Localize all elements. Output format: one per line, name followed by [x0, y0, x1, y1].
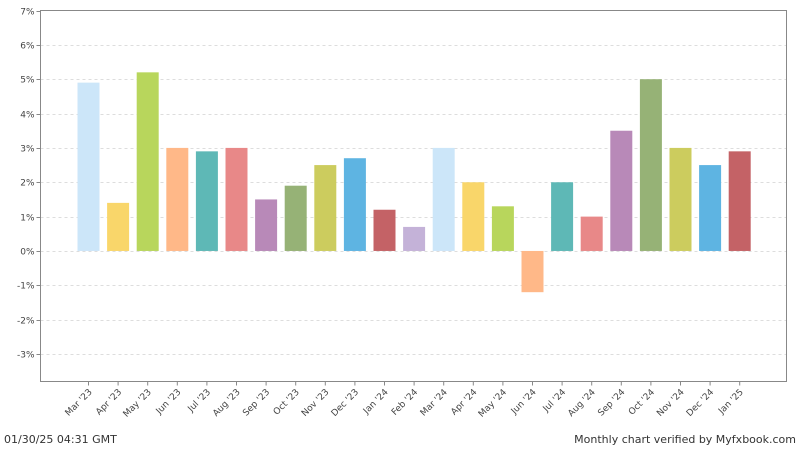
x-tick-label: Apr '24	[449, 387, 479, 417]
x-tick-label: Nov '23	[300, 388, 331, 419]
x-tick-label: Aug '24	[566, 387, 598, 419]
y-tick-label: 4%	[20, 111, 35, 121]
bar	[373, 209, 396, 251]
bar	[225, 147, 248, 251]
grid-layer	[40, 45, 787, 355]
bars-layer	[77, 72, 751, 293]
x-tick-label: Feb '24	[390, 387, 420, 417]
bar	[403, 226, 426, 251]
x-tick-label: Oct '23	[272, 388, 302, 418]
bar	[728, 151, 751, 251]
x-tick-label: Aug '23	[211, 388, 242, 419]
bar	[432, 147, 455, 251]
x-tick-label: Nov '24	[655, 387, 687, 419]
bar	[136, 72, 159, 251]
x-tick-label: May '23	[122, 388, 154, 420]
bar	[521, 250, 544, 293]
bar	[195, 151, 218, 251]
bar	[699, 165, 722, 251]
y-tick-label: 5%	[20, 76, 35, 86]
x-tick-label: May '24	[477, 387, 509, 419]
bar	[580, 216, 603, 251]
x-tick-label: Jan '24	[361, 387, 391, 417]
bar	[551, 182, 574, 251]
bar	[255, 199, 278, 251]
bar	[166, 147, 189, 251]
x-tick-label: Apr '23	[94, 388, 124, 418]
footer-verified-text: Monthly chart verified by Myfxbook.com	[574, 433, 796, 446]
x-tick-label: Dec '23	[330, 388, 361, 419]
x-tick-label: Oct '24	[627, 387, 657, 417]
x-tick-label: Jan '25	[716, 388, 745, 417]
x-tick-label: Jul '24	[541, 387, 569, 415]
footer-timestamp: 01/30/25 04:31 GMT	[4, 433, 117, 446]
y-tick-label: 3%	[20, 145, 35, 155]
x-tick-label: Sep '23	[241, 388, 272, 419]
y-tick-label: -3%	[17, 351, 35, 361]
bar	[107, 202, 130, 251]
y-tick-label: -2%	[17, 317, 35, 327]
x-tick-label: Sep '24	[596, 387, 627, 418]
y-tick-label: 6%	[20, 42, 35, 52]
y-tick-label: -1%	[17, 282, 35, 292]
x-tick-label: Jun '23	[154, 388, 184, 418]
bar	[77, 82, 100, 251]
bar	[669, 147, 692, 251]
x-tick-label: Jul '23	[186, 388, 213, 415]
y-tick-label: 2%	[20, 179, 35, 189]
plot-frame	[40, 10, 787, 382]
bar	[491, 206, 514, 251]
y-tick-label: 7%	[20, 8, 35, 18]
bar	[343, 158, 366, 251]
bar	[639, 79, 662, 251]
x-tick-label: Jun '24	[509, 387, 539, 417]
bar	[314, 165, 337, 251]
y-axis-ticks: -3% -2% -1% 0% 1% 2% 3% 4% 5% 6% 7%	[17, 8, 41, 361]
y-tick-label: 0%	[20, 248, 35, 258]
bar	[284, 185, 307, 251]
bar	[610, 130, 633, 251]
x-tick-label: Dec '24	[685, 387, 716, 418]
x-tick-label: Mar '24	[419, 387, 450, 418]
bar	[462, 182, 485, 251]
x-tick-label: Mar '23	[64, 388, 95, 419]
y-tick-label: 1%	[20, 214, 35, 224]
